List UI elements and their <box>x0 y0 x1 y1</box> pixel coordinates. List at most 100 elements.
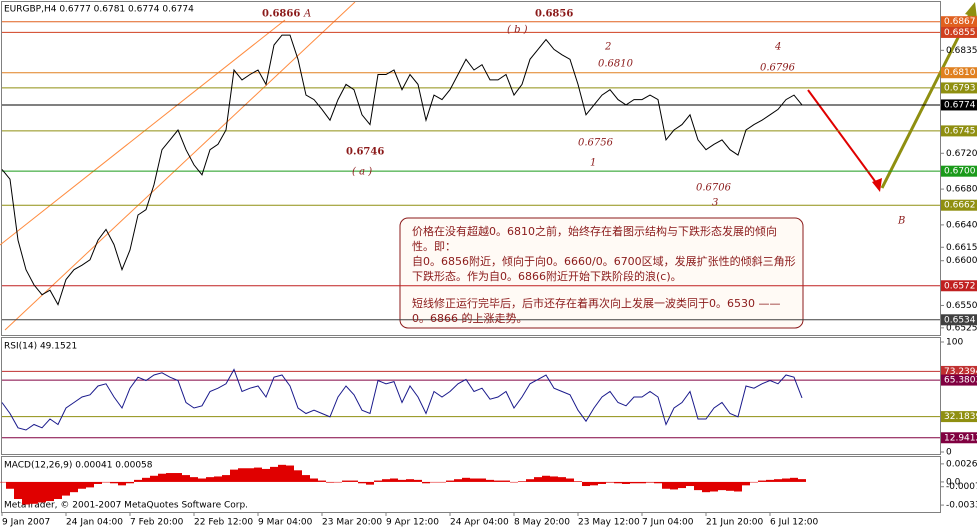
histogram-bar <box>326 481 334 483</box>
histogram-bar <box>198 478 206 482</box>
histogram-bar <box>726 481 734 491</box>
histogram-bar <box>70 481 78 493</box>
histogram-bar <box>310 478 318 482</box>
channel-line <box>0 19 286 246</box>
histogram-bar <box>510 481 518 483</box>
note-line: 自0。6856附近，倾向于向0。6660/0。6700区域，发展扩张性的倾斜三角… <box>412 254 796 268</box>
histogram-bar <box>790 477 798 482</box>
histogram-bar <box>238 468 246 482</box>
note-line: 下跌形态。作为自0。6866附近开始下跌阶段的浪(c)。 <box>412 269 682 283</box>
histogram-bar <box>374 480 382 482</box>
histogram-bar <box>86 481 94 488</box>
panel-frames <box>1 1 941 513</box>
histogram-bar <box>462 477 470 482</box>
histogram-bar <box>638 481 646 484</box>
level-label: 12.9412 <box>944 433 977 443</box>
histogram-bar <box>734 481 742 492</box>
histogram-bar <box>94 481 102 484</box>
copyright: MetaTrader, © 2001-2007 MetaQuotes Softw… <box>4 501 248 511</box>
y-tick-label: 0.6600 <box>946 256 977 266</box>
histogram-bar <box>246 468 254 482</box>
y-tick-label: 0.6550 <box>946 301 977 311</box>
histogram-bar <box>126 481 134 484</box>
histogram-bar <box>518 481 526 482</box>
level-label-box <box>941 199 977 211</box>
histogram-bar <box>46 481 54 502</box>
rsi-frame <box>1 337 941 455</box>
level-label-box <box>941 16 977 28</box>
macd-title: MACD(12,26,9) 0.00041 0.00058 <box>4 461 153 471</box>
price-title: EURGBP,H4 0.6777 0.6781 0.6774 0.6774 <box>4 5 194 15</box>
histogram-bar <box>710 481 718 492</box>
histogram-bar <box>230 469 238 482</box>
histogram-bar <box>406 479 414 482</box>
histogram-bar <box>222 475 230 482</box>
histogram-bar <box>318 480 326 482</box>
histogram-bar <box>382 479 390 482</box>
histogram-bar <box>750 481 758 483</box>
histogram-bar <box>38 481 46 503</box>
note-box <box>399 217 804 329</box>
histogram-bar <box>134 479 142 482</box>
histogram-bar <box>446 480 454 482</box>
histogram-bar <box>6 481 14 489</box>
histogram-bar <box>278 464 286 482</box>
macd-frame <box>1 456 941 513</box>
level-label-box <box>941 280 977 292</box>
histogram-bar <box>158 473 166 482</box>
level-label-box <box>941 125 977 137</box>
histogram-bar <box>654 481 662 484</box>
histogram-bar <box>550 476 558 482</box>
level-label-box <box>941 365 977 377</box>
wave-annotation: 0.6810 <box>598 59 634 70</box>
level-label: 0.6700 <box>944 167 976 177</box>
histogram-bar <box>670 481 678 490</box>
histogram-bar <box>78 481 86 489</box>
level-label-box <box>941 411 977 423</box>
x-tick-label: 9 Apr 12:00 <box>386 518 439 528</box>
y-tick-label: 0.6835 <box>946 46 977 56</box>
histogram-bar <box>302 475 310 482</box>
wave-annotation: 0.6706 <box>696 183 732 194</box>
arrow-head <box>965 2 977 18</box>
histogram-bar <box>494 480 502 482</box>
histogram-bar <box>438 481 446 483</box>
histogram-bar <box>582 481 590 487</box>
forecast-arrow <box>880 9 974 189</box>
level-label-box <box>941 432 977 444</box>
x-tick-label: 9 Mar 04:00 <box>258 518 313 528</box>
x-tick-label: 23 May 12:00 <box>578 518 640 528</box>
histogram-bar <box>0 481 6 483</box>
histogram-bar <box>286 465 294 482</box>
level-label: 0.6810 <box>944 68 976 78</box>
histogram-bar <box>150 475 158 482</box>
level-label-box <box>941 26 977 38</box>
series-line <box>1 368 803 431</box>
wave-annotation: 0.6796 <box>760 63 796 74</box>
histogram-bar <box>62 481 70 496</box>
histogram-bar <box>390 478 398 482</box>
histogram-bar <box>598 481 606 484</box>
histogram-bar <box>606 481 614 483</box>
wave-annotation: ( b ) <box>507 25 528 36</box>
y-tick-label: 0.00264 <box>946 459 977 469</box>
histogram-bar <box>414 479 422 482</box>
histogram-bar <box>14 481 22 500</box>
y-tick-label: 0.6640 <box>946 220 977 230</box>
histogram-bar <box>294 470 302 482</box>
level-label: 0.6662 <box>944 201 976 211</box>
histogram-bar <box>694 481 702 491</box>
histogram-bar <box>430 481 438 483</box>
wave-annotation: B <box>897 216 905 227</box>
histogram-bar <box>590 481 598 486</box>
series-line <box>1 34 803 306</box>
histogram-bar <box>358 481 366 484</box>
histogram-bar <box>30 481 38 504</box>
histogram-bar <box>22 481 30 505</box>
level-label: 32.1839 <box>944 412 977 422</box>
histogram-bar <box>174 473 182 482</box>
histogram-bar <box>566 478 574 482</box>
histogram-bar <box>774 479 782 482</box>
level-label-box <box>941 314 977 326</box>
